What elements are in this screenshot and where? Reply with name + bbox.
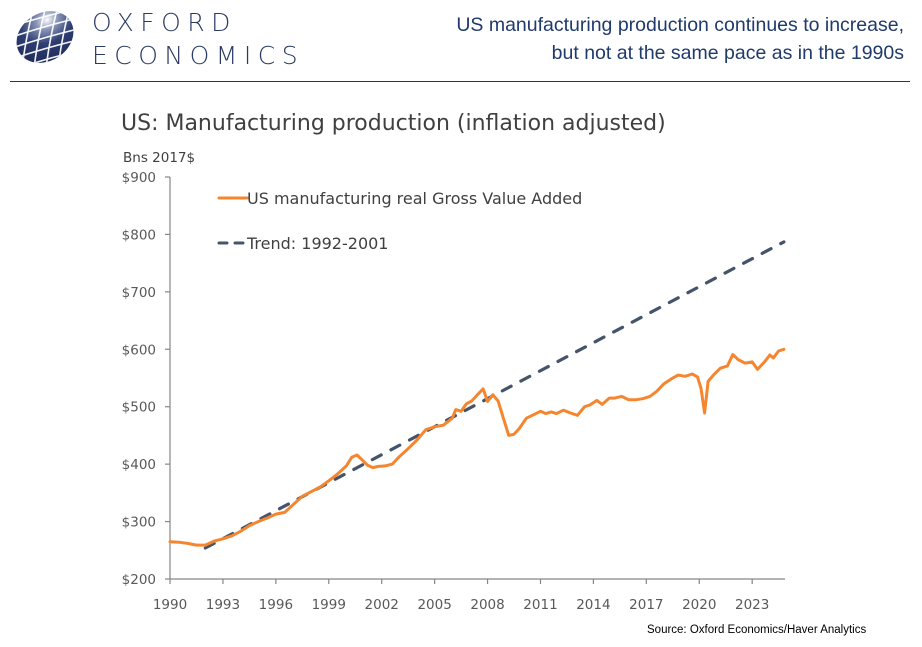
chart-title: US: Manufacturing production (inflation … — [121, 111, 666, 136]
y-axis-unit-label: Bns 2017$ — [123, 150, 196, 166]
headline: US manufacturing production continues to… — [456, 11, 904, 67]
x-tick-label: 1990 — [153, 597, 187, 613]
source-note: Source: Oxford Economics/Haver Analytics — [647, 624, 867, 636]
legend-item-trend: Trend: 1992-2001 — [217, 234, 388, 253]
brand-name-line1: OXFORD — [92, 8, 237, 37]
x-tick-label: 2008 — [470, 597, 504, 613]
x-tick-label: 2017 — [629, 597, 663, 613]
legend-label: US manufacturing real Gross Value Added — [247, 189, 582, 208]
headline-line2: but not at the same pace as in the 1990s — [551, 42, 904, 64]
y-tick-label: $600 — [122, 342, 156, 358]
legend-item-manufacturing-gva: US manufacturing real Gross Value Added — [217, 189, 582, 208]
y-tick-label: $900 — [122, 170, 156, 186]
y-tick-label: $700 — [122, 285, 156, 301]
x-tick-label: 1993 — [206, 597, 240, 613]
series-line-manufacturing-gva — [168, 347, 786, 547]
x-tick-label: 2023 — [735, 597, 769, 613]
y-tick-label: $500 — [122, 400, 156, 416]
globe-icon — [12, 6, 78, 68]
x-tick-label: 1999 — [312, 597, 346, 613]
x-tick-label: 2014 — [576, 597, 610, 613]
oxford-economics-logo: OXFORD ECONOMICS — [8, 4, 298, 72]
legend-label: Trend: 1992-2001 — [246, 234, 388, 253]
y-tick-label: $300 — [122, 515, 156, 531]
y-tick-label: $400 — [122, 457, 156, 473]
x-tick-label: 2005 — [417, 597, 451, 613]
series-group — [168, 240, 786, 550]
x-tick-label: 2011 — [523, 597, 557, 613]
legend: US manufacturing real Gross Value Added T… — [217, 189, 582, 253]
y-tick-label: $800 — [122, 227, 156, 243]
header-divider — [10, 81, 910, 82]
y-tick-label: $200 — [122, 572, 156, 588]
brand-name-line2: ECONOMICS — [92, 41, 305, 70]
axes: $200 $300 $400 $500 $600 $700 $800 $900 1990 1993… — [122, 170, 785, 613]
headline-line1: US manufacturing production continues to… — [456, 14, 904, 36]
x-tick-label: 2002 — [365, 597, 399, 613]
x-tick-label: 2020 — [682, 597, 716, 613]
x-tick-label: 1996 — [259, 597, 293, 613]
